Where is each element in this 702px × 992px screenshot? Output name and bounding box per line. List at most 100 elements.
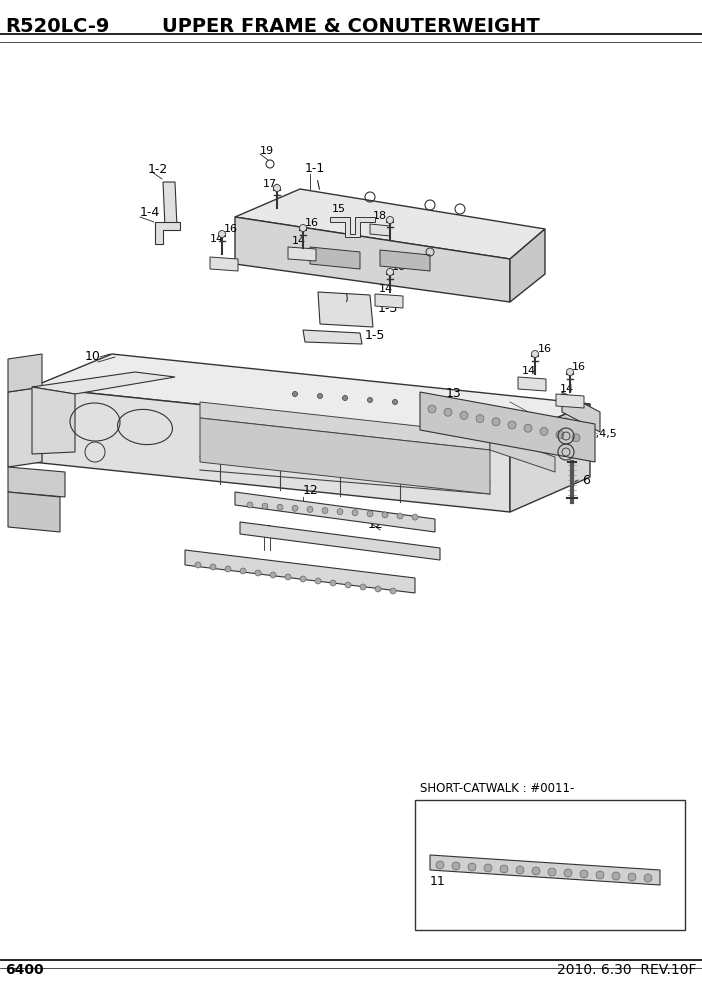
Circle shape bbox=[337, 509, 343, 515]
Circle shape bbox=[452, 862, 460, 870]
Circle shape bbox=[644, 874, 652, 882]
Text: 16: 16 bbox=[392, 262, 406, 272]
Circle shape bbox=[240, 568, 246, 574]
Circle shape bbox=[195, 562, 201, 568]
Circle shape bbox=[292, 505, 298, 511]
Text: 16: 16 bbox=[224, 224, 238, 234]
Text: 14: 14 bbox=[292, 236, 306, 246]
Circle shape bbox=[285, 574, 291, 580]
Circle shape bbox=[516, 866, 524, 874]
Circle shape bbox=[352, 510, 358, 516]
Text: 13: 13 bbox=[446, 387, 462, 400]
Circle shape bbox=[300, 224, 307, 231]
Polygon shape bbox=[240, 522, 440, 560]
Circle shape bbox=[382, 512, 388, 518]
Circle shape bbox=[508, 421, 516, 429]
Polygon shape bbox=[518, 377, 546, 391]
Text: 12: 12 bbox=[368, 518, 384, 531]
Text: 2,3,4,5: 2,3,4,5 bbox=[578, 429, 617, 439]
Circle shape bbox=[540, 428, 548, 435]
Text: 15: 15 bbox=[332, 204, 346, 214]
Circle shape bbox=[444, 408, 452, 417]
Polygon shape bbox=[318, 292, 373, 327]
Circle shape bbox=[492, 418, 500, 426]
Circle shape bbox=[343, 396, 347, 401]
Text: 11: 11 bbox=[259, 524, 274, 537]
Circle shape bbox=[322, 508, 328, 514]
Circle shape bbox=[317, 394, 322, 399]
Text: 6400: 6400 bbox=[5, 963, 44, 977]
Circle shape bbox=[556, 431, 564, 438]
Polygon shape bbox=[8, 387, 42, 467]
Polygon shape bbox=[235, 189, 545, 259]
Circle shape bbox=[476, 415, 484, 423]
Polygon shape bbox=[375, 294, 403, 308]
Polygon shape bbox=[330, 217, 375, 237]
Circle shape bbox=[360, 584, 366, 590]
Circle shape bbox=[387, 216, 394, 223]
Polygon shape bbox=[200, 418, 490, 494]
Text: SHORT-CATWALK : #0011-: SHORT-CATWALK : #0011- bbox=[420, 782, 574, 795]
Text: 14: 14 bbox=[379, 284, 393, 294]
Polygon shape bbox=[370, 224, 390, 236]
Circle shape bbox=[277, 504, 283, 510]
Text: 1-4: 1-4 bbox=[140, 206, 160, 219]
Text: 19: 19 bbox=[260, 146, 274, 156]
Circle shape bbox=[390, 588, 396, 594]
Circle shape bbox=[524, 425, 532, 433]
Circle shape bbox=[387, 269, 394, 276]
Polygon shape bbox=[510, 229, 545, 302]
Text: 7: 7 bbox=[578, 445, 585, 455]
Text: UPPER FRAME & CONUTERWEIGHT: UPPER FRAME & CONUTERWEIGHT bbox=[162, 17, 540, 36]
Circle shape bbox=[300, 576, 306, 582]
Circle shape bbox=[428, 405, 436, 413]
Circle shape bbox=[262, 503, 268, 509]
Circle shape bbox=[567, 368, 574, 376]
Polygon shape bbox=[556, 394, 584, 408]
Text: 17: 17 bbox=[263, 179, 277, 189]
Circle shape bbox=[330, 580, 336, 586]
Circle shape bbox=[274, 185, 281, 191]
Circle shape bbox=[210, 564, 216, 570]
Polygon shape bbox=[155, 222, 180, 244]
Polygon shape bbox=[8, 492, 60, 532]
Circle shape bbox=[397, 513, 403, 519]
Polygon shape bbox=[380, 250, 430, 271]
Circle shape bbox=[612, 872, 620, 880]
Polygon shape bbox=[490, 434, 555, 472]
Polygon shape bbox=[288, 247, 316, 261]
Text: R520LC-9: R520LC-9 bbox=[5, 17, 110, 36]
Polygon shape bbox=[510, 404, 590, 512]
Circle shape bbox=[412, 514, 418, 520]
Text: 6: 6 bbox=[582, 473, 590, 486]
Polygon shape bbox=[310, 247, 360, 269]
Text: 2010. 6.30  REV.10F: 2010. 6.30 REV.10F bbox=[557, 963, 697, 977]
Text: 14: 14 bbox=[560, 384, 574, 394]
Polygon shape bbox=[235, 217, 510, 302]
Polygon shape bbox=[200, 402, 490, 450]
Bar bbox=[415, 800, 685, 930]
Text: 1-3: 1-3 bbox=[378, 302, 398, 315]
Circle shape bbox=[564, 869, 572, 877]
Circle shape bbox=[468, 863, 476, 871]
Circle shape bbox=[270, 572, 276, 578]
Circle shape bbox=[392, 400, 397, 405]
Polygon shape bbox=[303, 330, 362, 344]
Circle shape bbox=[596, 871, 604, 879]
Text: 18: 18 bbox=[373, 211, 387, 221]
Polygon shape bbox=[32, 387, 510, 512]
Circle shape bbox=[375, 586, 381, 592]
Circle shape bbox=[368, 398, 373, 403]
Circle shape bbox=[531, 350, 538, 357]
Circle shape bbox=[247, 502, 253, 508]
Polygon shape bbox=[420, 392, 595, 462]
Polygon shape bbox=[235, 492, 435, 532]
Text: 16: 16 bbox=[538, 344, 552, 354]
Polygon shape bbox=[210, 257, 238, 271]
Circle shape bbox=[307, 506, 313, 513]
Circle shape bbox=[345, 582, 351, 588]
Circle shape bbox=[218, 230, 225, 237]
Polygon shape bbox=[8, 467, 65, 497]
Polygon shape bbox=[32, 354, 590, 437]
Circle shape bbox=[293, 392, 298, 397]
